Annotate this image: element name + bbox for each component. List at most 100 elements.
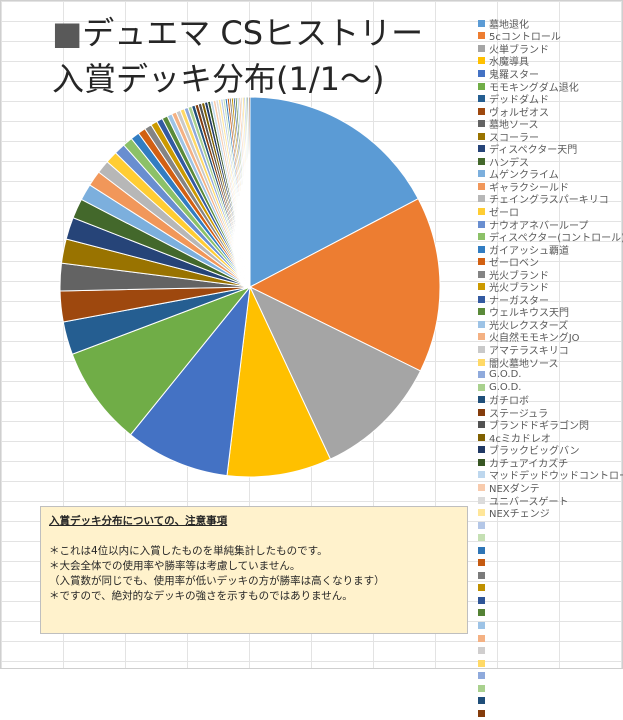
legend-swatch xyxy=(478,132,485,140)
legend-label: 5cコントロール xyxy=(489,32,561,44)
legend-item: 水魔導具 xyxy=(478,55,620,68)
title-line-1: ■デュエマ CSヒストリー xyxy=(52,10,452,56)
legend-swatch xyxy=(478,458,485,466)
pie-slices xyxy=(59,96,441,478)
legend-item xyxy=(478,519,620,532)
legend-swatch xyxy=(478,207,485,215)
legend-label: NEXチェンジ xyxy=(489,509,550,521)
legend-item: 墓地ソース xyxy=(478,117,620,132)
legend-label: 4cミカドレオ xyxy=(489,433,551,445)
legend-item xyxy=(478,669,620,682)
legend-label: ヴォルゼオス xyxy=(489,107,549,119)
legend-label: ディスペクター天門 xyxy=(489,145,578,157)
pie-slice xyxy=(249,96,419,288)
legend-label: スコーラー xyxy=(489,132,539,144)
legend-item xyxy=(478,531,620,544)
legend-swatch xyxy=(478,182,485,190)
legend-item xyxy=(478,557,620,570)
legend-swatch xyxy=(478,19,485,27)
legend-swatch xyxy=(478,358,485,366)
legend-item: ヴォルゼオス xyxy=(478,105,620,119)
legend-item: デッドダムド xyxy=(478,92,620,106)
legend-item: 光火レクスターズ xyxy=(478,318,620,332)
legend-label: ゼーロ xyxy=(489,207,519,219)
legend-swatch xyxy=(478,258,485,266)
legend: 墓地退化 5cコントロール 火単ブランド 水魔導具 鬼羅スター モモキングダム退化 デッドダ… xyxy=(478,17,623,720)
legend-item: マッドデッドウッドコントロール xyxy=(478,469,623,483)
legend-swatch xyxy=(478,295,485,303)
legend-item: モモキングダム退化 xyxy=(478,80,620,94)
legend-swatch xyxy=(478,157,485,165)
legend-item: ステージュラ xyxy=(478,406,620,420)
legend-item: ブランドドギラゴン閃 xyxy=(478,419,620,432)
legend-swatch xyxy=(478,120,485,128)
legend-item xyxy=(478,707,620,720)
legend-item: 鬼羅スター xyxy=(478,67,620,81)
pie-chart xyxy=(59,96,441,478)
legend-item: G.O.D. xyxy=(478,368,620,381)
legend-item xyxy=(478,544,620,557)
legend-item: ディスペクター(コントロール) xyxy=(478,230,623,244)
legend-label: 火単ブランド xyxy=(489,44,549,56)
legend-label: カチュアイカズチ xyxy=(489,458,569,470)
legend-label: アマテラスキリコ xyxy=(489,346,569,357)
legend-swatch xyxy=(478,509,485,517)
legend-item: ディスペクター天門 xyxy=(478,142,620,157)
note-line: （入賞数が同じでも、使用率が低いデッキの方が勝率は高くなります） xyxy=(49,575,385,587)
legend-swatch xyxy=(478,521,485,529)
legend-label: ムゲンクライム xyxy=(489,170,559,182)
legend-swatch xyxy=(478,57,485,65)
legend-swatch xyxy=(478,408,485,416)
legend-swatch xyxy=(478,496,485,504)
legend-swatch xyxy=(478,170,485,178)
pie-slice xyxy=(248,285,422,460)
note-line: ＊これは4位以内に入賞したものを単純集計したものです。 xyxy=(49,545,328,557)
legend-swatch xyxy=(478,446,485,454)
legend-swatch xyxy=(478,195,485,203)
legend-item: 火自然モモキングJO xyxy=(478,331,620,344)
legend-label: マッドデッドウッドコントロール xyxy=(489,471,623,483)
legend-item xyxy=(478,695,620,708)
legend-swatch xyxy=(478,584,485,592)
legend-swatch xyxy=(478,672,485,680)
legend-swatch xyxy=(478,320,485,328)
legend-item: G.O.D. xyxy=(478,381,620,394)
legend-item xyxy=(478,582,620,595)
legend-item xyxy=(478,569,620,582)
legend-swatch xyxy=(478,95,485,103)
legend-item: ナウオアネバーループ xyxy=(478,218,620,232)
legend-item: 火単ブランド xyxy=(478,42,620,56)
legend-swatch xyxy=(478,559,485,567)
legend-label: チェイングラスパーキリコ xyxy=(489,195,609,207)
legend-swatch xyxy=(478,44,485,52)
legend-label: ギャラクシールド xyxy=(489,182,569,194)
legend-label: G.O.D. xyxy=(489,369,522,381)
legend-item: NEXダンテ xyxy=(478,481,620,496)
legend-item: ナーガスター xyxy=(478,293,620,307)
legend-swatch xyxy=(478,32,485,40)
legend-label: 鬼羅スター xyxy=(489,69,539,81)
legend-item: 墓地退化 xyxy=(478,17,620,31)
legend-swatch xyxy=(478,697,485,705)
legend-item xyxy=(478,594,620,607)
legend-item: ユニバースゲート xyxy=(478,494,620,508)
legend-swatch xyxy=(478,345,485,353)
legend-swatch xyxy=(478,145,485,153)
legend-item: ゼーロベン xyxy=(478,255,620,269)
pie-slice xyxy=(248,96,251,288)
legend-item: ギャラクシールド xyxy=(478,180,620,194)
legend-item xyxy=(478,607,620,620)
legend-item: ムゲンクライム xyxy=(478,168,620,181)
legend-label: NEXダンテ xyxy=(489,484,540,496)
legend-swatch xyxy=(478,609,485,617)
legend-swatch xyxy=(478,634,485,642)
legend-label: ハンデス xyxy=(489,157,529,169)
legend-label: 墓地ソース xyxy=(489,120,539,132)
chart-title: ■デュエマ CSヒストリー 入賞デッキ分布(1/1～) xyxy=(52,10,452,102)
legend-swatch xyxy=(478,596,485,604)
legend-label: 光火ブランド xyxy=(489,283,549,295)
title-square-icon: ■ xyxy=(52,14,83,52)
legend-item xyxy=(478,632,620,645)
legend-item: ウェルキウス天門 xyxy=(478,306,620,319)
pie-slice xyxy=(226,285,332,478)
